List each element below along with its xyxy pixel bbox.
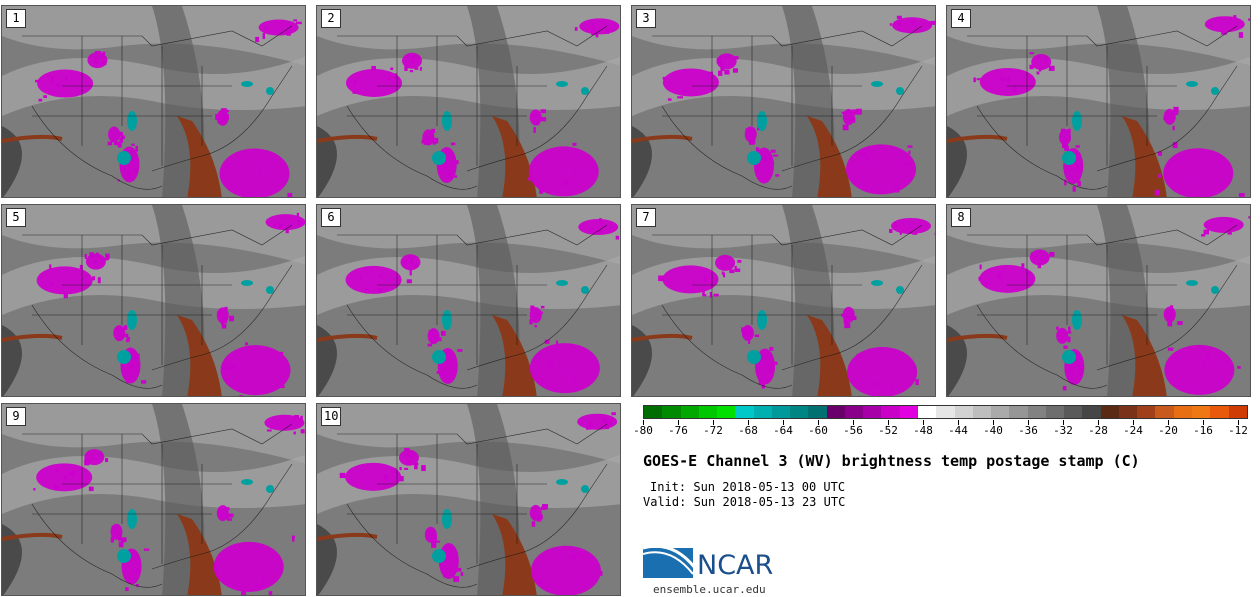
colorbar-swatch [826, 406, 845, 418]
colorbar-tick-label: -48 [913, 424, 933, 437]
panel-number-label: 3 [636, 9, 656, 28]
postage-stamp-panel: 8 [946, 204, 1251, 397]
colorbar-tick-label: -72 [703, 424, 723, 437]
colorbar-tick [783, 420, 784, 425]
panel-number-label: 4 [951, 9, 971, 28]
colorbar-swatch [1137, 406, 1156, 418]
colorbar-tick-label: -32 [1053, 424, 1073, 437]
panel-number-label: 1 [6, 9, 26, 28]
colorbar-swatch [735, 406, 754, 418]
panel-number-label: 6 [321, 208, 341, 227]
colorbar-tick [1028, 420, 1029, 425]
colorbar-swatch [1173, 406, 1192, 418]
colorbar-tick [713, 420, 714, 425]
colorbar-tick-label: -16 [1193, 424, 1213, 437]
colorbar-tick [1203, 420, 1204, 425]
colorbar-tick [1168, 420, 1169, 425]
colorbar-tick [678, 420, 679, 425]
panel-number-label: 5 [6, 208, 26, 227]
colorbar-tick [958, 420, 959, 425]
init-time: Init: Sun 2018-05-13 00 UTC [650, 480, 846, 494]
colorbar-swatch [771, 406, 791, 418]
postage-stamp-panel: 3 [631, 5, 936, 198]
colorbar-tick-label: -44 [948, 424, 968, 437]
colorbar-tick [818, 420, 819, 425]
colorbar-tick [1098, 420, 1099, 425]
colorbar-swatch [1210, 406, 1229, 418]
colorbar-tick-label: -20 [1158, 424, 1178, 437]
panel-number-label: 7 [636, 208, 656, 227]
colorbar-swatch [1228, 406, 1247, 418]
colorbar-swatch [991, 406, 1010, 418]
postage-stamp-panel: 10 [316, 403, 621, 596]
colorbar-tick [923, 420, 924, 425]
site-url: ensemble.ucar.edu [653, 583, 766, 596]
panel-number-label: 8 [951, 208, 971, 227]
panel-number-label: 10 [321, 407, 342, 426]
colorbar-ticks: -80 -76 -72 -68 -64 -60 -56 -52 -48 -44 -40 -36 -32 -… [633, 420, 1248, 442]
colorbar-swatch [1009, 406, 1028, 418]
colorbar-tick [1133, 420, 1134, 425]
colorbar-tick [1238, 420, 1239, 425]
colorbar-swatch [790, 406, 809, 418]
colorbar-swatch [863, 406, 882, 418]
postage-stamp-panel: 9 [1, 403, 306, 596]
colorbar-swatch [899, 406, 918, 418]
postage-stamp-panel: 4 [946, 5, 1251, 198]
postage-stamp-panel: 1 [1, 5, 306, 198]
colorbar-tick-label: -28 [1088, 424, 1108, 437]
colorbar-tick [643, 420, 644, 425]
colorbar [643, 405, 1248, 419]
colorbar-swatch [844, 406, 864, 418]
colorbar-swatch [972, 406, 992, 418]
colorbar-swatch [1045, 406, 1065, 418]
colorbar-swatch [917, 406, 937, 418]
panel-number-label: 2 [321, 9, 341, 28]
postage-stamp-panel: 2 [316, 5, 621, 198]
colorbar-tick-label: -60 [808, 424, 828, 437]
colorbar-tick [853, 420, 854, 425]
colorbar-swatch [662, 406, 681, 418]
colorbar-swatch [1100, 406, 1119, 418]
colorbar-tick-label: -68 [738, 424, 758, 437]
colorbar-tick-label: -64 [773, 424, 793, 437]
colorbar-swatch [1191, 406, 1211, 418]
colorbar-swatch [717, 406, 736, 418]
colorbar-swatch [680, 406, 699, 418]
postage-stamp-panel: 5 [1, 204, 306, 397]
colorbar-tick-label: -36 [1018, 424, 1038, 437]
colorbar-swatch [808, 406, 827, 418]
colorbar-tick-label: -40 [983, 424, 1003, 437]
colorbar-swatch [936, 406, 955, 418]
colorbar-tick [1063, 420, 1064, 425]
colorbar-swatch [1064, 406, 1083, 418]
colorbar-swatch [954, 406, 973, 418]
colorbar-swatch [1118, 406, 1138, 418]
colorbar-tick-label: -80 [633, 424, 653, 437]
valid-time: Valid: Sun 2018-05-13 23 UTC [643, 495, 846, 509]
colorbar-swatch [698, 406, 718, 418]
colorbar-swatch [644, 406, 663, 418]
colorbar-tick [888, 420, 889, 425]
colorbar-tick-label: -12 [1228, 424, 1248, 437]
postage-stamp-panel: 6 [316, 204, 621, 397]
colorbar-tick [748, 420, 749, 425]
colorbar-swatch [1155, 406, 1174, 418]
colorbar-swatch [1027, 406, 1046, 418]
colorbar-tick-label: -24 [1123, 424, 1143, 437]
figure-title: GOES-E Channel 3 (WV) brightness temp po… [643, 452, 1140, 470]
colorbar-tick-label: -52 [878, 424, 898, 437]
colorbar-swatch [753, 406, 772, 418]
postage-stamp-panel: 7 [631, 204, 936, 397]
colorbar-tick-label: -56 [843, 424, 863, 437]
colorbar-tick-label: -76 [668, 424, 688, 437]
colorbar-swatch [881, 406, 900, 418]
logo-text: NCAR [697, 550, 774, 581]
panel-number-label: 9 [6, 407, 26, 426]
ncar-logo-icon [643, 544, 697, 578]
colorbar-tick [993, 420, 994, 425]
colorbar-swatch [1082, 406, 1101, 418]
